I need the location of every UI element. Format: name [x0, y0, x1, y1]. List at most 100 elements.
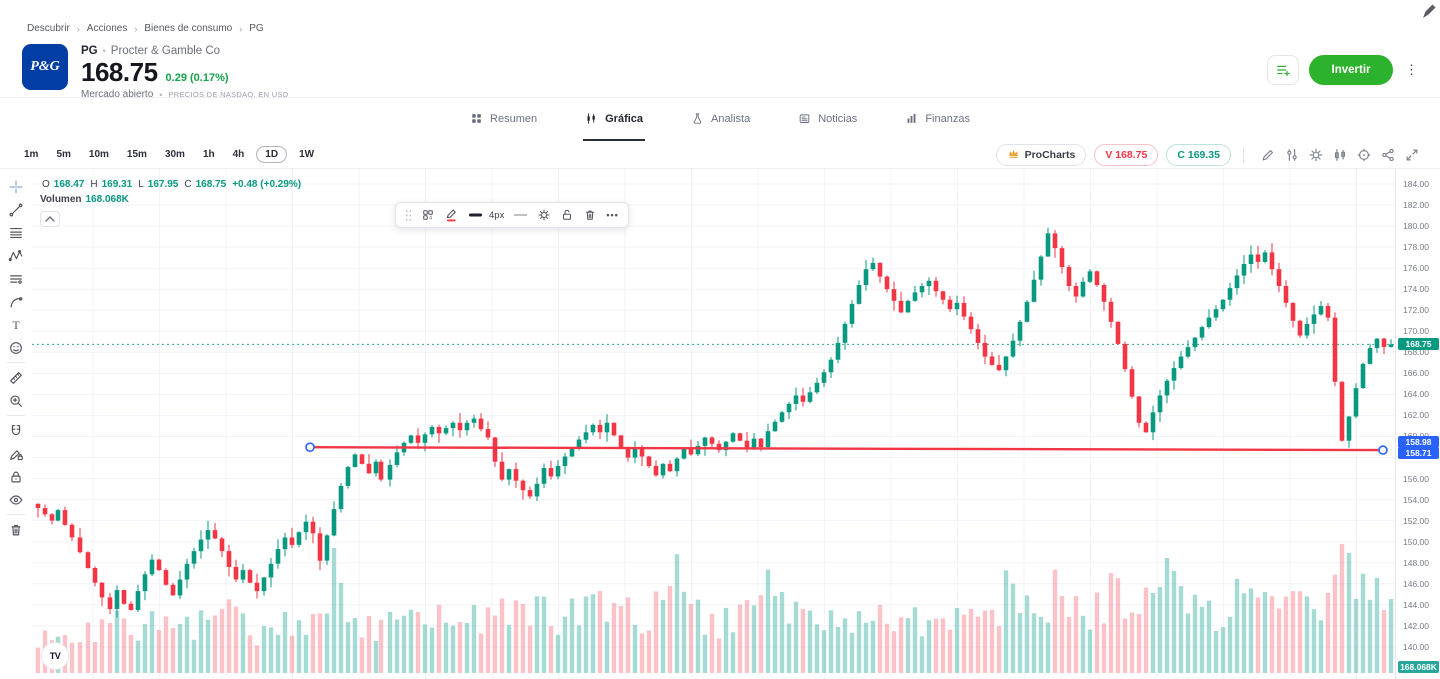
remove-tool[interactable] — [4, 518, 28, 541]
tab-finanzas[interactable]: Finanzas — [903, 98, 972, 141]
svg-text:4: 4 — [429, 216, 432, 222]
tab-grafica[interactable]: Gráfica — [583, 98, 646, 141]
hide-tool[interactable] — [4, 488, 28, 511]
timeframe-1w[interactable]: 1W — [299, 149, 315, 160]
expand-icon[interactable] — [1400, 147, 1424, 163]
toolbar-separator — [7, 514, 25, 515]
drag-handle-button — [405, 209, 412, 222]
separator-dot: • — [102, 46, 106, 56]
style-template-button[interactable]: 4 — [421, 208, 435, 222]
legend-collapse-button[interactable] — [40, 211, 60, 227]
more-options-icon[interactable]: ••• — [606, 210, 619, 220]
volume-value: 168.068K — [85, 194, 129, 205]
long-position-tool[interactable] — [4, 267, 28, 290]
company-name: Procter & Gamble Co — [110, 45, 221, 57]
magnet-tool[interactable] — [4, 419, 28, 442]
timeframe-10m[interactable]: 10m — [88, 149, 109, 160]
timeframe-30m[interactable]: 30m — [164, 149, 185, 160]
width-sample-button[interactable] — [468, 211, 483, 219]
add-to-watchlist-button[interactable] — [1267, 55, 1299, 85]
crosshair-tool[interactable] — [4, 175, 28, 198]
sliders-icon[interactable] — [1280, 147, 1304, 163]
breadcrumb-item-bienes-de-consumo[interactable]: Bienes de consumo — [144, 23, 233, 34]
instrument-info: PG • Procter & Gamble Co 168.75 0.29 (0.… — [81, 44, 289, 100]
axis-tick-label: 150.00 — [1403, 537, 1429, 547]
ohlc-value: 168.75 — [195, 179, 227, 190]
header-divider — [0, 97, 1440, 98]
pencil-icon[interactable] — [1256, 147, 1280, 163]
buy-price-button[interactable]: C 169.35 — [1166, 143, 1231, 166]
axis-tick-label: 180.00 — [1403, 221, 1429, 231]
timeframe-5m[interactable]: 5m — [56, 149, 71, 160]
trendline-start-badge: 158.98 — [1398, 436, 1439, 448]
axis-tick-label: 182.00 — [1403, 200, 1429, 210]
invest-button[interactable]: Invertir — [1309, 55, 1393, 85]
axis-tick-label: 174.00 — [1403, 284, 1429, 294]
sell-price-button[interactable]: V 168.75 — [1094, 143, 1159, 166]
text-tool[interactable]: T — [4, 313, 28, 336]
price-axis[interactable]: 184.00 182.00 180.00 178.00 176.00 174.00 172.… — [1395, 169, 1440, 679]
fib-retracement-tool[interactable] — [4, 221, 28, 244]
axis-tick-label: 148.00 — [1403, 558, 1429, 568]
brush-tool[interactable] — [4, 290, 28, 313]
color-pencil-button[interactable] — [444, 208, 459, 223]
kebab-menu-icon[interactable]: ⋮ — [1405, 62, 1418, 77]
breadcrumb-item-acciones[interactable]: Acciones — [86, 23, 128, 34]
svg-text:T: T — [12, 320, 19, 332]
candlestick-chart[interactable] — [32, 169, 1395, 679]
ohlc-key: O — [42, 179, 50, 190]
gear-icon[interactable] — [1304, 147, 1328, 163]
current-price: 168.75 — [81, 57, 158, 87]
axis-tick-label: 154.00 — [1403, 495, 1429, 505]
timeframe-15m[interactable]: 15m — [126, 149, 147, 160]
breadcrumb-item-descubrir[interactable]: Descubrir — [27, 23, 70, 34]
axis-tick-label: 144.00 — [1403, 600, 1429, 610]
instrument-header: P&G PG • Procter & Gamble Co 168.75 0.29… — [22, 44, 1420, 100]
separator-dot: • — [159, 89, 163, 100]
target-icon[interactable] — [1352, 147, 1376, 163]
zoom-in-tool[interactable] — [4, 389, 28, 412]
trend-line-tool[interactable] — [4, 198, 28, 221]
candles-small-icon[interactable] — [1328, 147, 1352, 163]
tab-noticias[interactable]: Noticias — [796, 98, 859, 141]
breadcrumb-item-pg[interactable]: PG — [249, 23, 264, 34]
settings-button[interactable] — [537, 208, 551, 222]
timeframe-1m[interactable]: 1m — [24, 149, 39, 160]
volume-badge: 168.068K — [1398, 661, 1439, 673]
axis-tick-label: 166.00 — [1403, 368, 1429, 378]
line-style-button[interactable] — [513, 213, 528, 217]
chart-toolbar: 1m 5m 10m 15m 30m 1h 4h 1D 1W ProCharts V 168.75… — [0, 141, 1440, 169]
share-icon[interactable] — [1376, 147, 1400, 163]
lock-open-button[interactable] — [560, 208, 574, 222]
price-feed-note: PRECIOS DE NASDAQ, EN USD — [168, 90, 289, 99]
procharts-label: ProCharts — [1024, 148, 1076, 161]
tradingview-logo[interactable]: TV — [42, 643, 68, 669]
axis-tick-label: 168.00 — [1403, 347, 1429, 357]
tab-resumen[interactable]: Resumen — [468, 98, 539, 141]
tab-analista[interactable]: Analista — [689, 98, 752, 141]
toolbar-divider — [1243, 146, 1244, 163]
ohlc-key: L — [138, 179, 144, 190]
timeframe-1d[interactable]: 1D — [256, 146, 288, 163]
xabcd-pattern-tool[interactable] — [4, 244, 28, 267]
timeframe-4h[interactable]: 4h — [232, 149, 245, 160]
ohlc-row: O 168.47 H 169.31 L 167.95 C 168.75 +0.48 (+0.29… — [40, 177, 301, 192]
procharts-button[interactable]: ProCharts — [995, 143, 1087, 166]
delete-button[interactable] — [583, 208, 597, 222]
axis-tick-label: 172.00 — [1403, 305, 1429, 315]
lock-tool[interactable] — [4, 465, 28, 488]
header-actions: Invertir ⋮ — [1267, 55, 1420, 85]
measure-tool[interactable] — [4, 366, 28, 389]
toolbar-separator — [7, 362, 25, 363]
axis-tick-label: 152.00 — [1403, 516, 1429, 526]
tab-label: Resumen — [490, 112, 538, 125]
section-tabs: Resumen Gráfica Analista Noticias Finanzas — [0, 98, 1440, 141]
drawing-mode-tool[interactable] — [4, 442, 28, 465]
axis-tick-label: 176.00 — [1403, 263, 1429, 273]
axis-tick-label: 164.00 — [1403, 389, 1429, 399]
tab-label: Gráfica — [605, 112, 644, 125]
chart-tool-icons — [1256, 147, 1424, 163]
drawing-floating-toolbar: 4 4px ••• — [395, 202, 629, 228]
timeframe-1h[interactable]: 1h — [202, 149, 215, 160]
emoji-tool[interactable] — [4, 336, 28, 359]
